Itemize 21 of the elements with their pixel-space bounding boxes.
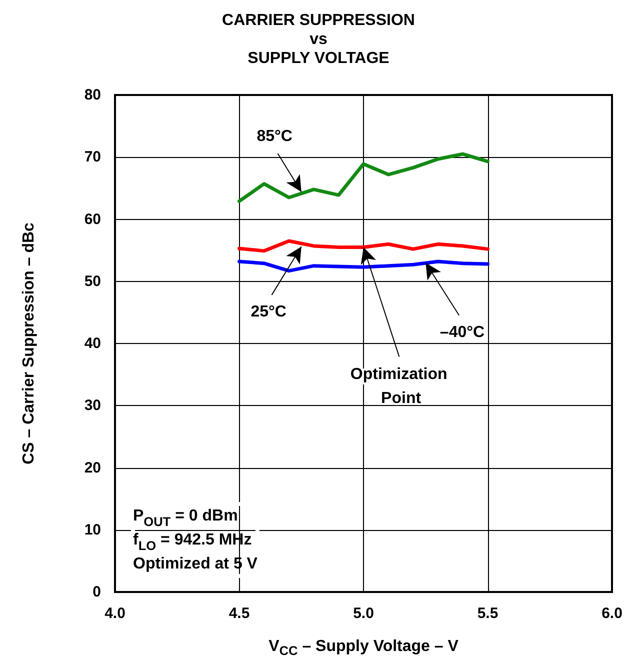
y-tick-label: 10 [84, 521, 101, 538]
y-tick-label: 30 [84, 397, 101, 414]
y-tick-label: 80 [84, 86, 101, 104]
y-tick-label: 50 [84, 272, 101, 290]
y-tick-label: 60 [84, 210, 101, 228]
x-tick-label: 5.5 [477, 605, 498, 622]
annotation: 25°C [250, 304, 287, 321]
line-series [238, 260, 490, 273]
chart-title: CARRIER SUPPRESSION vs SUPPLY VOLTAGE [222, 12, 415, 67]
x-tick-label: 4.5 [228, 605, 250, 622]
annotation: 85°C [256, 128, 293, 145]
y-tick-label: 0 [92, 584, 101, 600]
y-axis-title: CS – Carrier Suppression – dBc [20, 222, 38, 464]
annotation: –40°C [440, 324, 486, 341]
y-tick-label: 70 [84, 148, 101, 166]
x-tick-label: 5.0 [353, 605, 374, 622]
line-series [238, 152, 490, 203]
x-tick-label: 4.0 [104, 605, 126, 622]
x-tick-label: 6.0 [602, 605, 622, 622]
y-tick-label: 20 [84, 459, 101, 476]
y-tick-label: 40 [84, 335, 101, 352]
